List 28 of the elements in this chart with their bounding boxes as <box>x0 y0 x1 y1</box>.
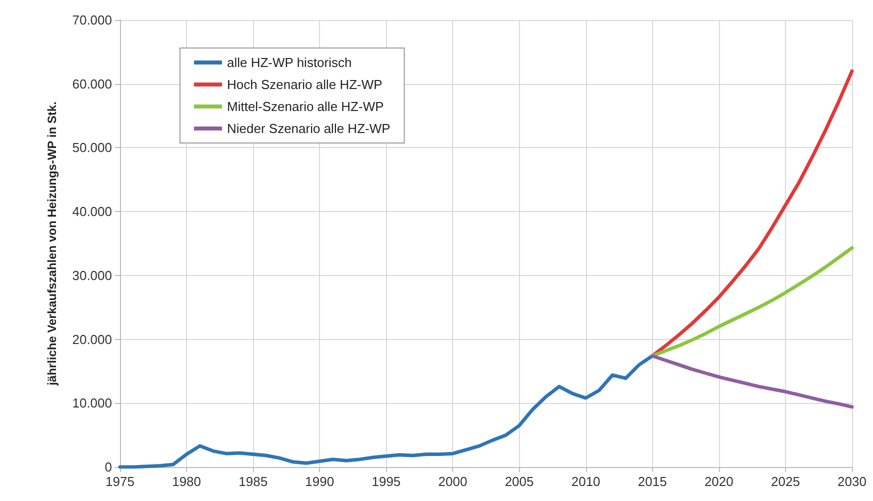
x-tick-label: 2000 <box>438 474 468 489</box>
x-tick-label: 1990 <box>305 474 334 489</box>
y-tick-label: 70.000 <box>72 12 112 28</box>
x-tick-label: 1995 <box>372 474 401 489</box>
x-tick-label: 2030 <box>838 474 866 489</box>
legend-label: Mittel-Szenario alle HZ-WP <box>227 99 384 114</box>
legend-label: alle HZ-WP historisch <box>227 55 352 70</box>
y-tick-label: 60.000 <box>72 76 112 92</box>
line-series <box>650 246 854 358</box>
x-tick-label: 2010 <box>571 474 600 489</box>
x-tick-label: 1980 <box>172 474 202 489</box>
x-tick-label: 2015 <box>638 474 667 489</box>
y-axis-title: jährliche Verkaufszahlen von Heizungs-WP in Stk. <box>45 102 59 386</box>
line-series <box>650 354 854 409</box>
y-tick-label: 20.000 <box>72 332 112 347</box>
x-tick-label: 2005 <box>504 474 534 489</box>
line-series <box>118 354 654 469</box>
y-tick-label: 10.000 <box>72 396 112 411</box>
legend-label: Nieder Szenario alle HZ-WP <box>227 121 390 136</box>
y-tick-label: 0 <box>104 460 112 474</box>
x-tick-label: 1985 <box>238 474 268 489</box>
x-tick-label: 1975 <box>106 474 134 489</box>
x-tick-label: 2025 <box>770 474 800 489</box>
x-tick-label: 2020 <box>704 474 734 489</box>
legend-label: Hoch Szenario alle HZ-WP <box>227 77 382 92</box>
y-tick-label: 50.000 <box>72 140 112 156</box>
y-tick-label: 40.000 <box>72 204 112 220</box>
y-tick-label: 30.000 <box>72 268 112 283</box>
